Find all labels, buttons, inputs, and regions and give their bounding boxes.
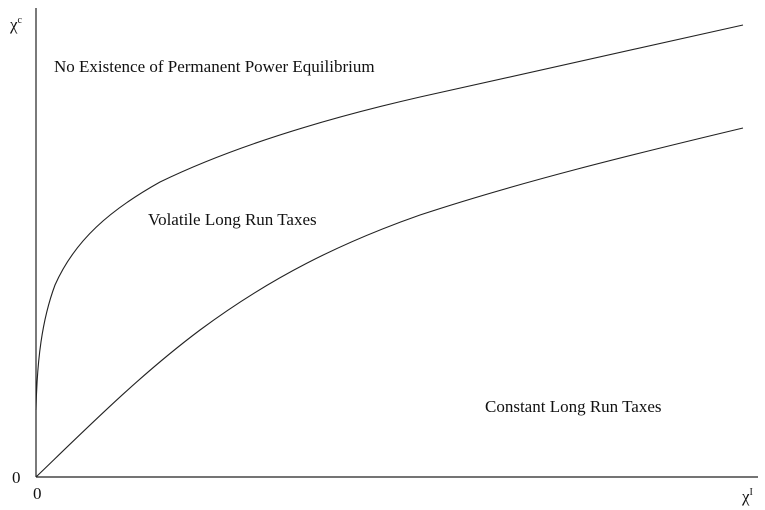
y-origin-label: 0 bbox=[12, 468, 21, 487]
y-axis-superscript: c bbox=[18, 15, 23, 26]
y-axis-symbol: χ bbox=[9, 15, 18, 34]
region-label: Constant Long Run Taxes bbox=[485, 397, 662, 416]
x-origin-label: 0 bbox=[33, 484, 42, 503]
upper-boundary-curve bbox=[35, 24, 744, 411]
x-axis-superscript: I bbox=[750, 487, 753, 498]
region-label: Volatile Long Run Taxes bbox=[148, 210, 317, 229]
y-axis-label: χc bbox=[9, 15, 23, 34]
lower-boundary-curve bbox=[35, 127, 744, 478]
x-axis-symbol: χ bbox=[741, 487, 750, 506]
region-label: No Existence of Permanent Power Equilibr… bbox=[54, 57, 375, 76]
x-axis-label: χI bbox=[741, 487, 753, 506]
